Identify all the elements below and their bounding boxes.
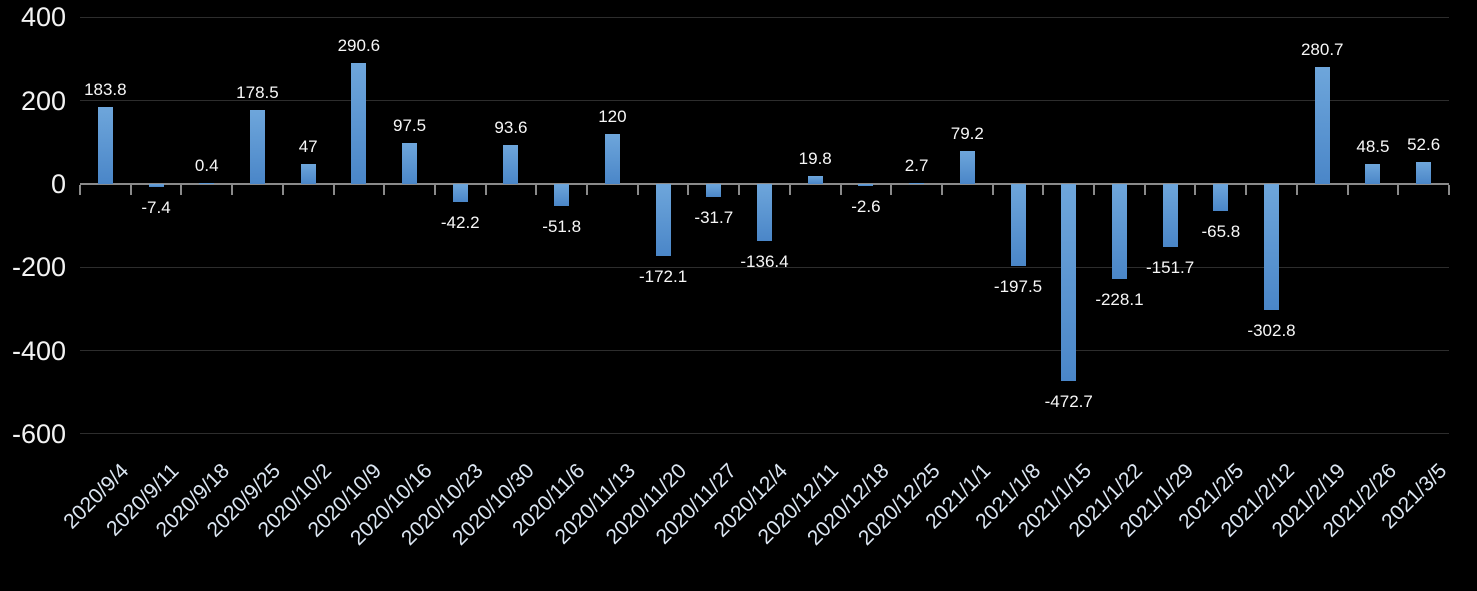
- data-label: 19.8: [798, 148, 832, 168]
- data-label: -197.5: [993, 277, 1043, 297]
- data-label: -472.7: [1044, 391, 1093, 411]
- data-label: 178.5: [236, 82, 279, 102]
- axis-tick: [991, 185, 994, 195]
- data-label: 2.7: [904, 155, 929, 175]
- bar[interactable]: [1061, 184, 1077, 381]
- data-label: -2.6: [851, 196, 881, 216]
- bar[interactable]: [1314, 67, 1330, 184]
- bar[interactable]: [249, 109, 265, 184]
- axis-tick: [383, 185, 386, 195]
- axis-tick: [484, 185, 487, 195]
- data-label: 52.6: [1407, 135, 1441, 155]
- axis-tick: [281, 185, 284, 195]
- axis-tick: [940, 185, 943, 195]
- bar[interactable]: [604, 134, 620, 184]
- data-label: -51.8: [542, 216, 582, 236]
- data-label: -31.7: [694, 208, 734, 228]
- y-axis-label: -400: [11, 335, 66, 366]
- data-label: 183.8: [84, 80, 127, 100]
- data-label: 47: [298, 137, 318, 157]
- bar[interactable]: [402, 143, 418, 184]
- data-label: 0.4: [194, 155, 219, 175]
- axis-tick: [738, 185, 741, 195]
- axis-tick: [231, 185, 234, 195]
- y-axis-label: 200: [20, 85, 66, 116]
- axis-tick: [788, 185, 791, 195]
- gridline: [80, 266, 1449, 268]
- axis-tick: [180, 185, 183, 195]
- gridline: [80, 16, 1449, 18]
- axis-tick: [1143, 185, 1146, 195]
- data-label: -228.1: [1095, 290, 1144, 309]
- data-label: 97.5: [393, 116, 427, 136]
- bar[interactable]: [1213, 184, 1229, 212]
- bar[interactable]: [807, 175, 823, 184]
- axis-tick: [1042, 185, 1045, 195]
- axis-tick: [687, 185, 690, 195]
- bar[interactable]: [909, 182, 925, 184]
- bar[interactable]: [1416, 162, 1432, 184]
- bar[interactable]: [1010, 184, 1026, 267]
- y-axis-label: 400: [20, 2, 66, 33]
- data-label: -151.7: [1146, 258, 1195, 278]
- axis-tick: [586, 185, 589, 195]
- bar[interactable]: [300, 164, 316, 184]
- bar[interactable]: [1111, 184, 1127, 279]
- bar[interactable]: [757, 184, 772, 241]
- bar[interactable]: [706, 184, 722, 198]
- axis-tick: [636, 185, 639, 195]
- gridline: [80, 100, 1449, 102]
- data-label: -65.8: [1201, 222, 1241, 242]
- data-label: 79.2: [950, 124, 984, 143]
- bar[interactable]: [959, 151, 975, 184]
- gridline: [80, 433, 1449, 435]
- data-label: -302.8: [1247, 321, 1296, 341]
- axis-tick: [332, 185, 335, 195]
- y-axis-label: -600: [11, 418, 66, 449]
- axis-tick: [129, 185, 132, 195]
- axis-tick: [1397, 185, 1400, 195]
- bar[interactable]: [655, 184, 671, 256]
- bar[interactable]: [554, 184, 570, 206]
- axis-tick: [535, 185, 538, 195]
- bar[interactable]: [452, 184, 468, 202]
- axis-tick: [1448, 185, 1450, 195]
- axis-tick: [1346, 185, 1349, 195]
- axis-tick: [890, 185, 893, 195]
- gridline: [80, 350, 1449, 352]
- data-label: -172.1: [638, 266, 688, 286]
- bar[interactable]: [503, 145, 519, 184]
- bar[interactable]: [351, 62, 367, 184]
- y-axis-label: 0: [50, 169, 66, 199]
- bar[interactable]: [148, 184, 164, 188]
- data-label: 48.5: [1356, 136, 1390, 156]
- data-label: 120: [598, 107, 627, 127]
- data-label: 93.6: [494, 118, 528, 137]
- axis-tick: [433, 185, 436, 195]
- axis-tick: [1295, 185, 1298, 195]
- axis-tick: [839, 185, 842, 195]
- data-label: 290.6: [337, 35, 381, 55]
- axis-tick: [1093, 185, 1096, 195]
- axis-tick: [1194, 185, 1197, 195]
- bar[interactable]: [1162, 184, 1178, 248]
- axis-tick: [79, 185, 81, 195]
- axis-tick: [1245, 185, 1248, 195]
- data-label: -42.2: [440, 212, 480, 232]
- data-label: -136.4: [740, 251, 789, 271]
- bar[interactable]: [1264, 184, 1280, 311]
- bar[interactable]: [858, 184, 874, 186]
- bar[interactable]: [1365, 163, 1381, 184]
- y-axis-label: -200: [11, 252, 66, 283]
- data-label: -7.4: [141, 198, 171, 218]
- bar[interactable]: [97, 107, 113, 184]
- data-label: 280.7: [1300, 40, 1344, 60]
- bar[interactable]: [199, 182, 215, 184]
